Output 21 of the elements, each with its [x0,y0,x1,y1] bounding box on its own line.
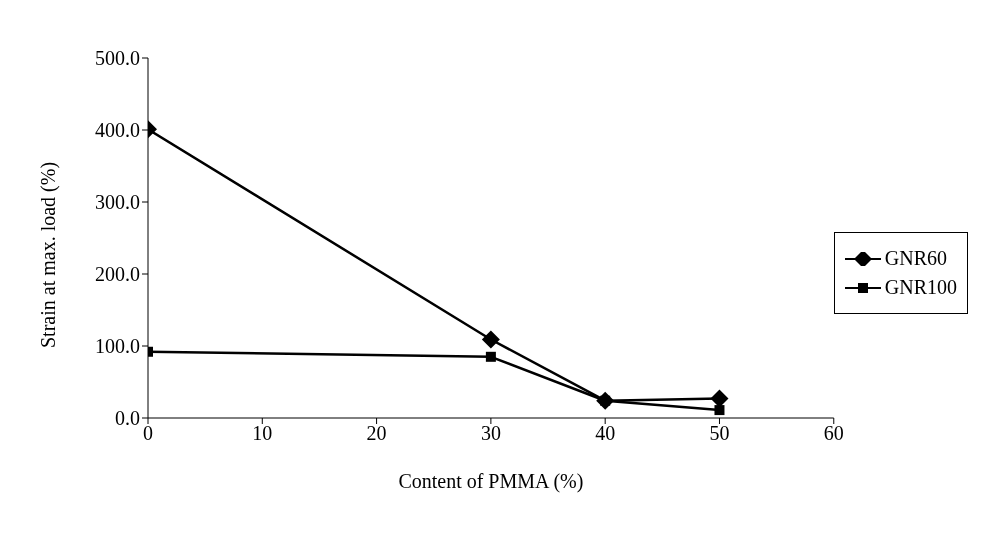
y-tick-label: 300.0 [95,191,140,214]
x-tick-label: 40 [595,422,616,445]
point [485,351,496,362]
x-tick-label: 0 [143,422,153,445]
y-tick-label: 0.0 [115,407,140,430]
y-axis-title: Strain at max. load (%) [37,161,61,348]
point [714,405,725,416]
point [481,330,500,349]
y-tick-label: 400.0 [95,119,140,142]
legend-label: GNR100 [884,276,957,299]
y-tick-label: 100.0 [95,335,140,358]
x-tick-label: 10 [252,422,273,445]
legend-label: GNR60 [884,247,947,270]
x-tick-label: 50 [709,422,730,445]
x-tick-label: 30 [480,422,501,445]
x-tick-label: 60 [823,422,844,445]
x-axis-title: Content of PMMA (%) [398,470,584,493]
y-tick-label: 200.0 [95,263,140,286]
point [710,389,729,408]
x-tick-label: 20 [366,422,387,445]
y-tick-label: 500.0 [95,47,140,70]
